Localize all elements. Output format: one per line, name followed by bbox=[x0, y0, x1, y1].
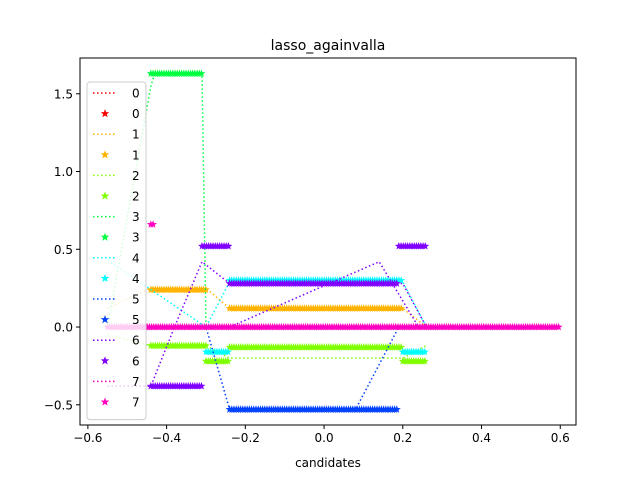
x-axis-label: candidates bbox=[295, 456, 361, 470]
series-3 bbox=[106, 69, 207, 328]
data-point bbox=[224, 241, 233, 250]
data-point bbox=[392, 405, 401, 413]
marker-run-7-1 bbox=[146, 220, 158, 228]
series-line-4 bbox=[107, 259, 428, 329]
marker-run-6-1 bbox=[198, 241, 233, 250]
x-tick-label: 0.0 bbox=[315, 431, 334, 445]
legend-label: 0 bbox=[132, 107, 140, 121]
x-axis: −0.6 −0.4 −0.2 0.0 0.2 0.4 0.6 bbox=[73, 425, 570, 445]
data-point bbox=[397, 304, 406, 312]
legend-label: 0 bbox=[132, 87, 140, 101]
series-5 bbox=[107, 326, 401, 413]
data-point bbox=[421, 241, 430, 250]
legend-label: 6 bbox=[132, 354, 140, 368]
marker-run-6-2 bbox=[225, 279, 401, 287]
marker-run-5-0 bbox=[225, 405, 401, 413]
marker-run-2-2 bbox=[225, 343, 406, 351]
y-tick-label: −0.5 bbox=[44, 398, 73, 412]
x-tick-label: 0.2 bbox=[393, 431, 412, 445]
series-6 bbox=[107, 241, 430, 390]
data-point bbox=[420, 347, 429, 356]
marker-run-2-1 bbox=[201, 357, 232, 365]
y-tick-label: 1.0 bbox=[54, 165, 73, 179]
marker-run-6-3 bbox=[394, 241, 430, 250]
legend-label: 5 bbox=[132, 293, 140, 307]
data-point bbox=[197, 69, 206, 77]
marker-run-2-3 bbox=[398, 357, 429, 365]
axes-frame bbox=[79, 57, 577, 426]
series-1 bbox=[107, 285, 427, 328]
x-tick-label: 0.6 bbox=[551, 431, 570, 445]
legend-label: 3 bbox=[132, 210, 140, 224]
legend-marker-swatch bbox=[100, 356, 110, 365]
legend-label: 2 bbox=[132, 169, 140, 183]
data-point bbox=[397, 343, 406, 351]
data-point bbox=[554, 322, 563, 331]
data-point bbox=[149, 220, 158, 228]
legend-marker-swatch bbox=[100, 397, 110, 406]
legend-box bbox=[86, 81, 147, 421]
legend-marker-swatch bbox=[100, 150, 110, 159]
data-point bbox=[397, 276, 406, 284]
y-tick-label: 0.0 bbox=[54, 321, 73, 335]
legend-label: 7 bbox=[132, 375, 140, 389]
legend-marker-swatch bbox=[100, 273, 110, 283]
marker-run-4-0 bbox=[201, 347, 232, 356]
legend-label: 1 bbox=[132, 148, 140, 162]
legend-marker-swatch bbox=[100, 191, 110, 200]
data-point bbox=[392, 279, 401, 287]
data-point bbox=[201, 341, 210, 350]
data-point bbox=[223, 347, 232, 356]
x-tick-label: 0.4 bbox=[472, 431, 491, 445]
legend-marker-swatch bbox=[100, 315, 110, 324]
legend-label: 2 bbox=[132, 190, 140, 204]
x-tick-label: −0.4 bbox=[152, 431, 181, 445]
legend-marker-swatch bbox=[100, 109, 110, 118]
legend-label: 3 bbox=[132, 231, 140, 245]
legend-label: 6 bbox=[132, 334, 140, 348]
y-axis: −0.5 0.0 0.5 1.0 1.5 bbox=[44, 87, 80, 412]
legend-label: 7 bbox=[132, 396, 140, 410]
marker-run-6-0 bbox=[146, 381, 206, 390]
legend-label: 4 bbox=[132, 251, 140, 265]
data-point bbox=[420, 357, 429, 365]
marker-run-3-0 bbox=[146, 69, 206, 77]
marker-run-1-1 bbox=[225, 304, 406, 312]
legend-marker-swatch bbox=[100, 232, 110, 241]
marker-run-1-0 bbox=[146, 285, 210, 294]
chart-title: lasso_againvalla bbox=[271, 38, 386, 54]
y-tick-label: 0.5 bbox=[54, 243, 73, 257]
series-line-1 bbox=[107, 287, 427, 328]
marker-run-2-0 bbox=[146, 341, 210, 350]
data-point bbox=[197, 381, 206, 390]
data-point bbox=[223, 357, 232, 365]
legend-label: 5 bbox=[132, 313, 140, 327]
marker-run-4-2 bbox=[398, 347, 429, 356]
x-tick-label: −0.6 bbox=[73, 431, 102, 445]
legend-label: 1 bbox=[132, 128, 140, 142]
plot-area bbox=[103, 69, 563, 413]
legend: 0 0 1 1 2 2 3 3 4 4 5 5 6 6 7 7 bbox=[86, 81, 147, 421]
y-tick-label: 1.5 bbox=[54, 87, 73, 101]
x-tick-label: −0.2 bbox=[231, 431, 260, 445]
legend-label: 4 bbox=[132, 272, 140, 286]
